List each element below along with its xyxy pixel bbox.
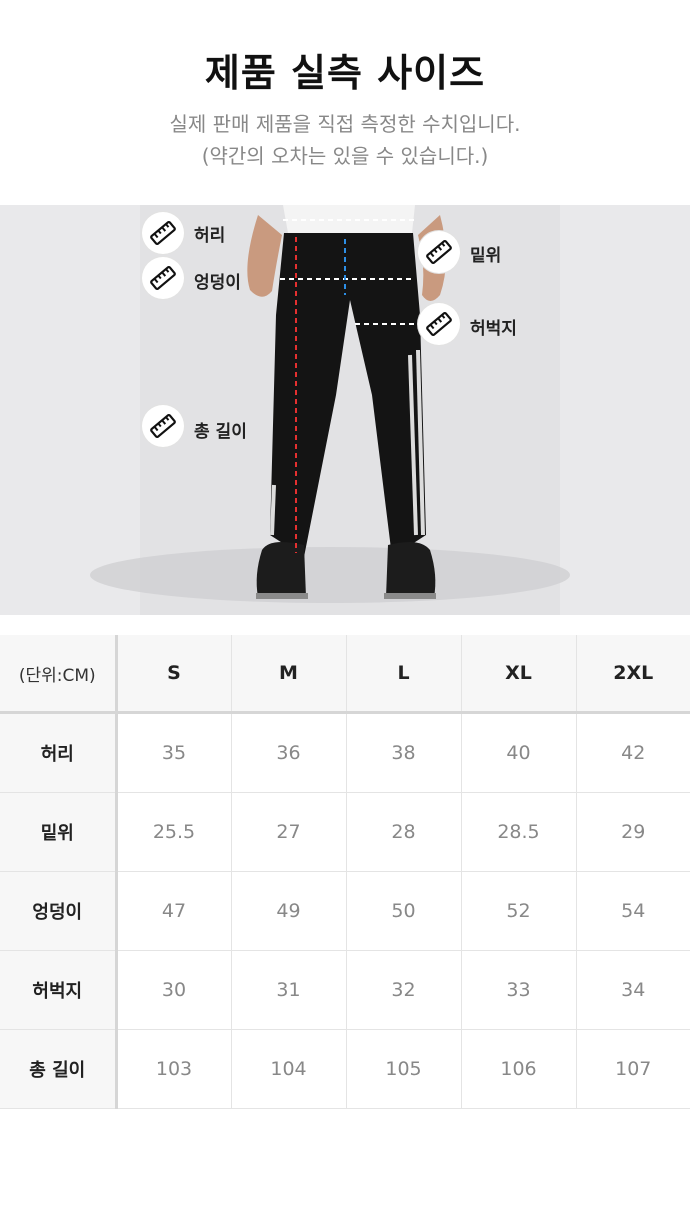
- table-cell: 28: [345, 792, 462, 872]
- table-cell: 36: [230, 712, 347, 793]
- label-rise: 밑위: [470, 246, 502, 266]
- size-header-2xl: 2XL: [575, 635, 690, 714]
- table-cell: 106: [460, 1029, 577, 1109]
- row-label-total-length: 총 길이: [0, 1029, 118, 1109]
- table-cell: 42: [575, 712, 690, 793]
- label-thigh: 허벅지: [470, 319, 517, 339]
- table-cell: 50: [345, 871, 462, 951]
- size-table: (단위:CM) S M L XL 2XL 허리 35 36 38 40 42 밑…: [0, 635, 690, 1109]
- row-label-thigh: 허벅지: [0, 950, 118, 1030]
- table-cell: 34: [575, 950, 690, 1030]
- table-cell: 49: [230, 871, 347, 951]
- table-cell: 30: [115, 950, 232, 1030]
- table-row: 총 길이 103 104 105 106 107: [0, 1029, 690, 1109]
- table-cell: 29: [575, 792, 690, 872]
- row-label-rise: 밑위: [0, 792, 118, 872]
- table-cell: 27: [230, 792, 347, 872]
- table-cell: 107: [575, 1029, 690, 1109]
- table-row: 허리 35 36 38 40 42: [0, 712, 690, 793]
- table-cell: 54: [575, 871, 690, 951]
- label-total-length: 총 길이: [194, 422, 247, 442]
- table-cell: 52: [460, 871, 577, 951]
- page-title: 제품 실측 사이즈: [204, 51, 486, 95]
- ruler-icon: [150, 413, 176, 439]
- size-header-xl: XL: [460, 635, 577, 714]
- ruler-icon: [426, 311, 452, 337]
- table-cell: 28.5: [460, 792, 577, 872]
- ruler-icon-badge-waist: [142, 212, 184, 254]
- ruler-icon-badge-rise: [418, 231, 460, 273]
- table-cell: 105: [345, 1029, 462, 1109]
- table-cell: 25.5: [115, 792, 232, 872]
- ruler-icon-badge-hip: [142, 257, 184, 299]
- ruler-icon: [426, 239, 452, 265]
- table-row: 엉덩이 47 49 50 52 54: [0, 871, 690, 951]
- table-row: 밑위 25.5 27 28 28.5 29: [0, 792, 690, 872]
- subtitle-line-1: 실제 판매 제품을 직접 측정한 수치입니다.: [169, 112, 521, 136]
- ruler-icon: [150, 265, 176, 291]
- table-cell: 103: [115, 1029, 232, 1109]
- label-hip: 엉덩이: [194, 273, 241, 293]
- size-header-l: L: [345, 635, 462, 714]
- table-cell: 31: [230, 950, 347, 1030]
- size-header-s: S: [115, 635, 232, 714]
- table-cell: 35: [115, 712, 232, 793]
- size-header-row: (단위:CM) S M L XL 2XL: [0, 635, 690, 714]
- ruler-icon-badge-total-length: [142, 405, 184, 447]
- unit-label: (단위:CM): [0, 635, 118, 714]
- page-header: 제품 실측 사이즈 실제 판매 제품을 직접 측정한 수치입니다. (약간의 오…: [0, 0, 690, 205]
- pants-illustration: [0, 205, 690, 615]
- product-measurement-photo: 허리 엉덩이 총 길이: [0, 205, 690, 615]
- table-row: 허벅지 30 31 32 33 34: [0, 950, 690, 1030]
- ruler-icon: [150, 220, 176, 246]
- table-cell: 40: [460, 712, 577, 793]
- subtitle-line-2: (약간의 오차는 있을 수 있습니다.): [201, 144, 489, 168]
- table-cell: 33: [460, 950, 577, 1030]
- ruler-icon-badge-thigh: [418, 303, 460, 345]
- table-cell: 104: [230, 1029, 347, 1109]
- label-waist: 허리: [194, 226, 226, 246]
- table-cell: 47: [115, 871, 232, 951]
- size-header-m: M: [230, 635, 347, 714]
- table-cell: 32: [345, 950, 462, 1030]
- row-label-waist: 허리: [0, 712, 118, 793]
- row-label-hip: 엉덩이: [0, 871, 118, 951]
- table-cell: 38: [345, 712, 462, 793]
